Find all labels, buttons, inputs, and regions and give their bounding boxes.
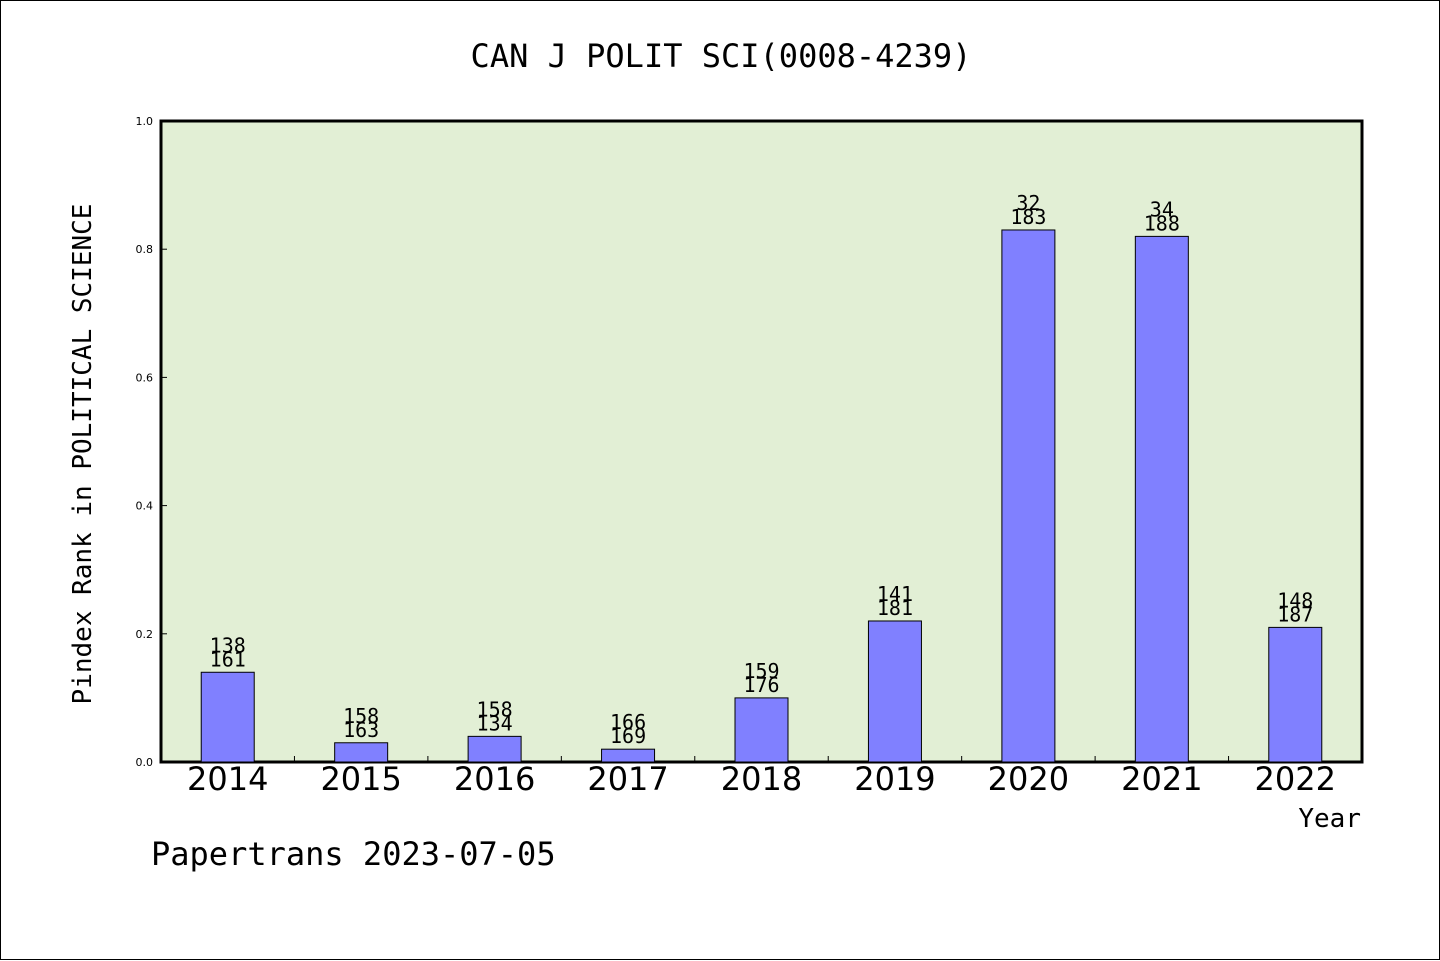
y-tick-label: 0.4 [136, 500, 154, 513]
bar-label-bottom: 161 [210, 647, 246, 671]
x-tick-label: 2020 [988, 760, 1069, 798]
bar-label-bottom: 187 [1277, 602, 1313, 626]
bar [1001, 229, 1056, 763]
x-axis-label: Year [1298, 804, 1361, 834]
bar-label-top: 32 [1016, 191, 1040, 215]
y-tick-label: 0.2 [136, 628, 154, 641]
y-tick-label: 0.0 [136, 756, 154, 769]
bar [334, 742, 389, 763]
bar [1134, 235, 1189, 763]
bar [1268, 626, 1323, 763]
x-tick-label: 2021 [1121, 760, 1202, 798]
x-tick-label: 2019 [854, 760, 935, 798]
y-axis: 0.0 0.2 0.4 0.6 0.8 1.0 [136, 115, 167, 769]
footer-credit: Papertrans 2023-07-05 [151, 835, 556, 873]
bar-label-bottom: 183 [1010, 205, 1046, 229]
x-tick-label: 2022 [1255, 760, 1336, 798]
bar-label-top: 138 [210, 633, 246, 657]
bar [867, 620, 922, 763]
x-tick-label: 2015 [320, 760, 401, 798]
bar [734, 697, 789, 763]
x-axis: 2014 2015 2016 2017 2018 2019 2020 2021 2022 [187, 756, 1336, 798]
y-tick-label: 0.6 [136, 371, 154, 384]
x-tick-label: 2017 [587, 760, 668, 798]
bar [467, 735, 522, 763]
bar [601, 748, 656, 763]
bar-label-bottom: 169 [610, 724, 646, 748]
chart-title: CAN J POLIT SCI(0008-4239) [471, 37, 972, 75]
bar-label-bottom: 176 [743, 673, 779, 697]
bar-series [200, 229, 1323, 763]
bar [200, 671, 255, 763]
bar-label-top: 34 [1150, 197, 1174, 221]
bar-label-top: 158 [477, 697, 513, 721]
bar-label-top: 141 [877, 582, 913, 606]
y-tick-label: 0.8 [136, 243, 154, 256]
bar-label-bottom: 163 [343, 718, 379, 742]
bar-label-top: 159 [743, 659, 779, 683]
bar-label-top: 158 [343, 704, 379, 728]
bar-label-top: 148 [1277, 588, 1313, 612]
bar-label-bottom: 134 [477, 711, 513, 735]
x-tick-label: 2018 [721, 760, 802, 798]
y-axis-label: Pindex Rank in POLITICAL SCIENCE [68, 204, 98, 705]
y-tick-label: 1.0 [136, 115, 154, 128]
bar-label-top: 166 [610, 710, 646, 734]
x-tick-label: 2014 [187, 760, 268, 798]
bar-label-bottom: 188 [1144, 211, 1180, 235]
x-tick-label: 2016 [454, 760, 535, 798]
bar-label-bottom: 181 [877, 596, 913, 620]
